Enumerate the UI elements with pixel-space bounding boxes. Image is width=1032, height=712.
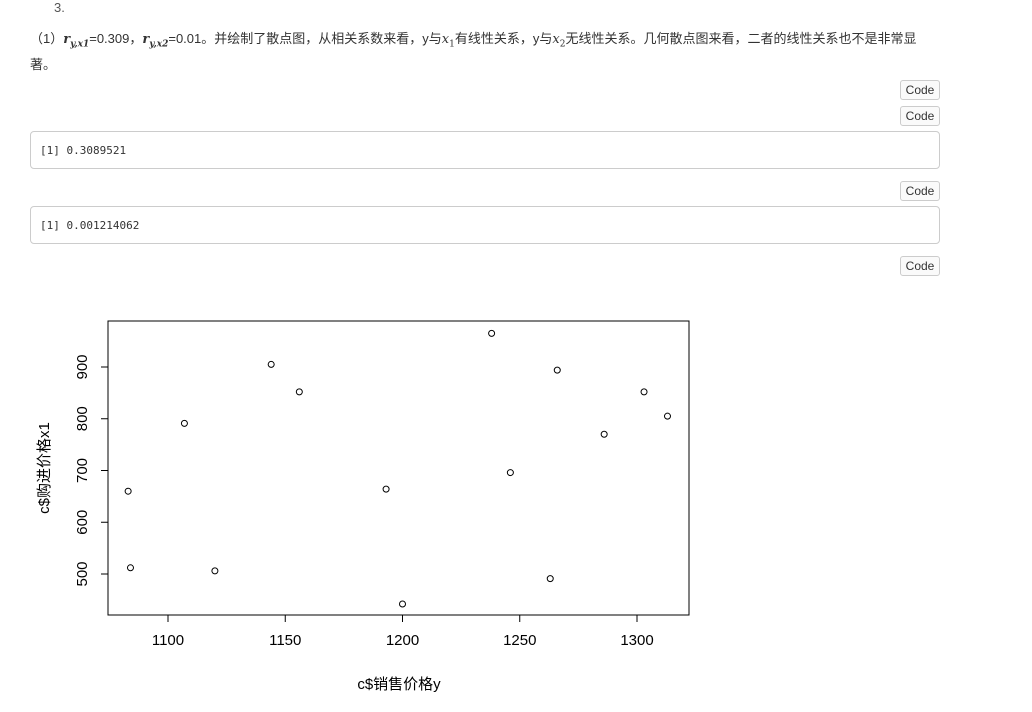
x-tick-label: 1300	[620, 632, 653, 649]
code-button-1[interactable]: Code	[900, 80, 940, 100]
x2-symbol: x2	[552, 32, 566, 50]
r-yx2-value: =0.01。	[168, 31, 215, 46]
r-yx1-value: =0.309，	[89, 31, 143, 46]
data-point	[382, 485, 390, 493]
data-point	[640, 388, 648, 396]
data-point	[180, 419, 188, 427]
scatter-plot: 1100 1150 1200 1250 1300 500 600 700 800 900 c$销…	[36, 320, 690, 693]
r-yx1-symbol: ry,x1	[63, 32, 90, 50]
y-tick-label: 700	[74, 458, 91, 483]
y-axis-label: c$购进价格x1	[36, 422, 53, 514]
code-button-4[interactable]: Code	[900, 256, 940, 276]
x-axis-label: c$销售价格y	[357, 676, 441, 693]
data-point	[488, 329, 496, 337]
paragraph-text-1: 并绘制了散点图，从相关系数来看，y与	[214, 31, 442, 46]
x-tick-label: 1100	[152, 632, 184, 649]
code-button-2[interactable]: Code	[900, 106, 940, 126]
data-point	[399, 600, 406, 608]
data-point	[553, 366, 561, 374]
output-block-2: [1] 0.001214062	[30, 206, 940, 244]
data-point	[663, 412, 671, 420]
x1-symbol: x1	[441, 32, 455, 50]
part-label: （1）	[30, 31, 64, 46]
data-points	[124, 329, 671, 608]
plot-frame	[107, 320, 690, 616]
x-tick-label: 1250	[503, 632, 536, 649]
data-point	[295, 388, 303, 396]
paragraph-text-2: 有线性关系，y与	[454, 31, 553, 46]
y-axis: 500 600 700 800 900	[74, 354, 109, 587]
question-number: 3.	[54, 0, 65, 15]
data-point	[267, 360, 275, 368]
output-block-1: [1] 0.3089521	[30, 131, 940, 169]
paragraph-text-3: 无线性关系。几何散点图来看，二者的线性关系也不是非常显著。	[30, 31, 917, 72]
answer-paragraph: （1）ry,x1=0.309，ry,x2=0.01。并绘制了散点图，从相关系数来…	[30, 29, 940, 75]
data-point	[506, 469, 514, 477]
code-button-3[interactable]: Code	[900, 181, 940, 201]
data-point	[211, 567, 219, 575]
r-yx2-symbol: ry,x2	[142, 32, 169, 50]
y-tick-label: 900	[74, 354, 91, 379]
x-axis: 1100 1150 1200 1250 1300	[152, 614, 654, 649]
x-tick-label: 1150	[269, 632, 301, 649]
y-tick-label: 500	[74, 561, 91, 586]
data-point	[126, 564, 134, 572]
x-tick-label: 1200	[386, 632, 419, 649]
data-point	[600, 430, 608, 438]
y-tick-label: 600	[74, 510, 91, 535]
data-point	[546, 575, 554, 583]
y-tick-label: 800	[74, 406, 91, 431]
data-point	[124, 487, 132, 495]
